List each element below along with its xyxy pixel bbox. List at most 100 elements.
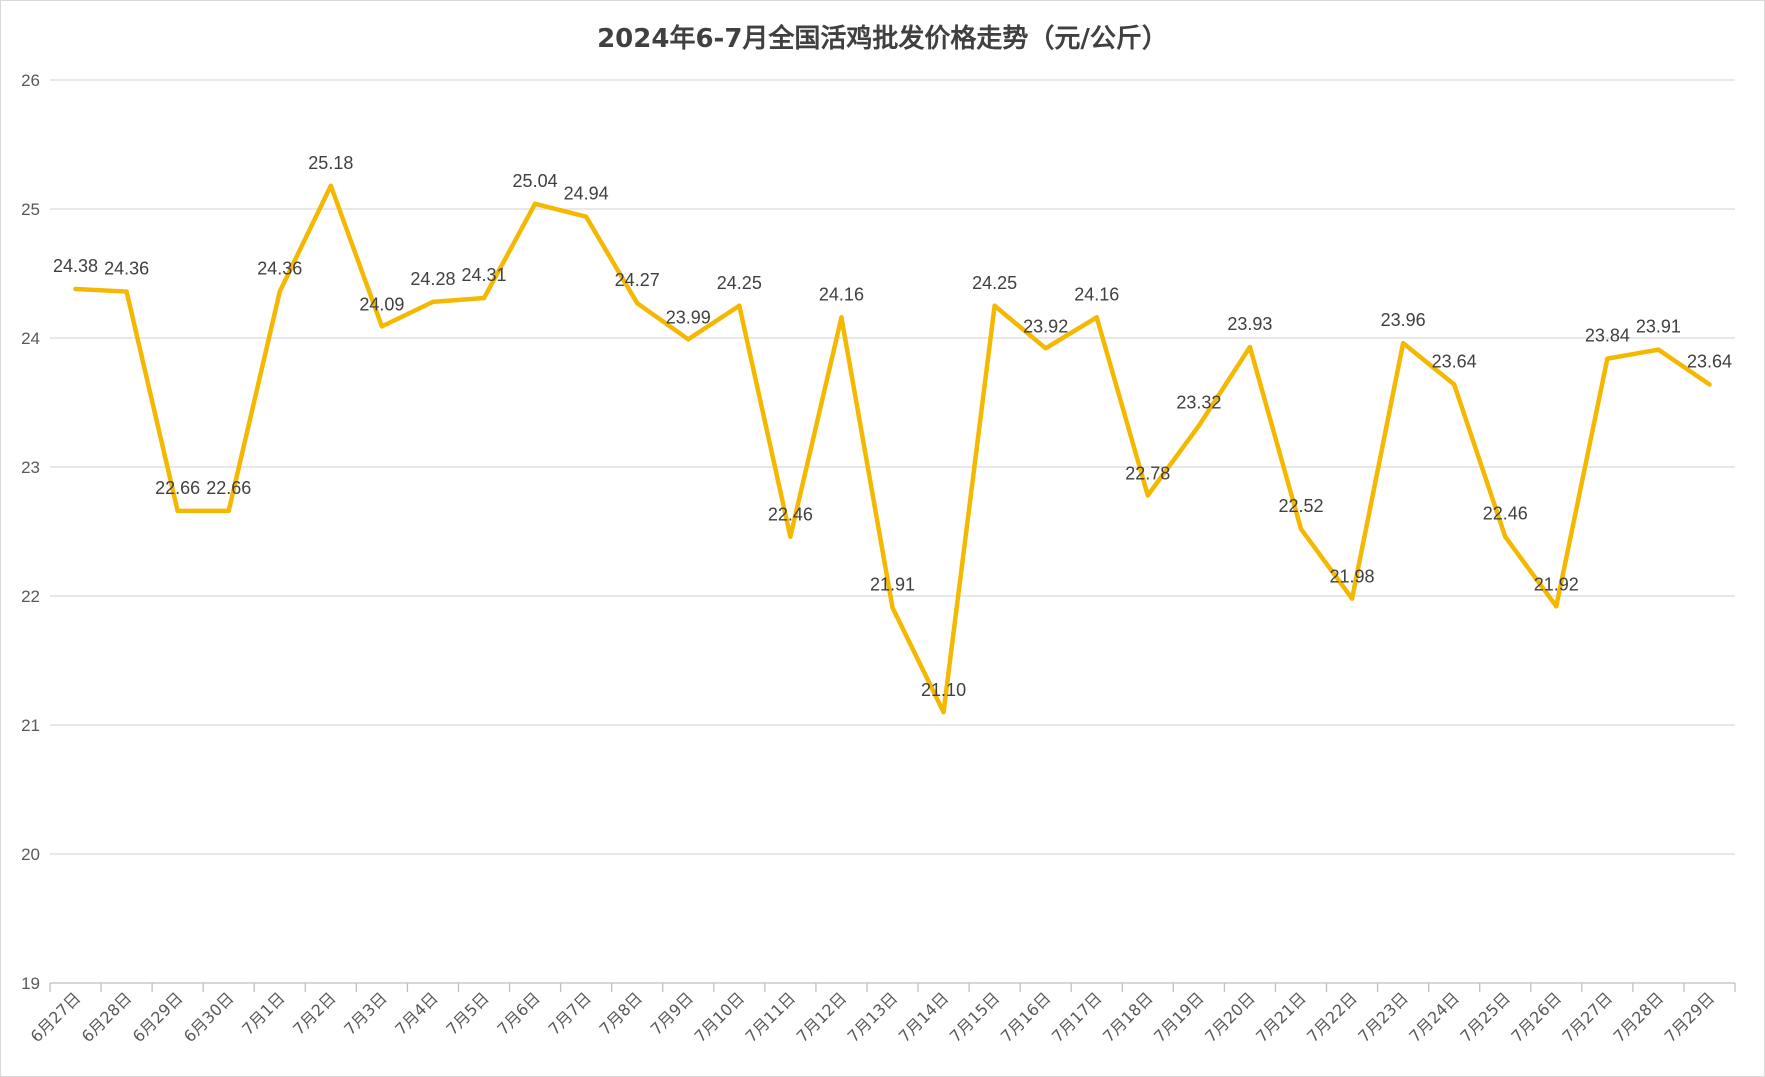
data-point bbox=[430, 299, 436, 305]
data-label: 25.18 bbox=[308, 153, 353, 173]
data-label: 21.92 bbox=[1534, 574, 1579, 594]
data-label: 23.64 bbox=[1687, 351, 1732, 371]
x-tick-label: 7月25日 bbox=[1456, 988, 1514, 1046]
data-label-layer: 24.38 24.36 22.66 22.66 24.36 25.18 24.09 24.28… bbox=[53, 153, 1732, 700]
data-label: 22.78 bbox=[1125, 463, 1170, 483]
data-point bbox=[941, 709, 946, 715]
data-point bbox=[1298, 526, 1304, 532]
data-label: 21.98 bbox=[1330, 567, 1375, 587]
data-point bbox=[277, 289, 282, 294]
data-label: 24.36 bbox=[257, 259, 302, 279]
x-tick-label: 7月7日 bbox=[544, 988, 594, 1038]
data-point bbox=[1043, 346, 1048, 351]
x-tick-label: 7月18日 bbox=[1099, 988, 1157, 1046]
x-tick-label: 6月29日 bbox=[129, 988, 187, 1046]
data-label: 22.46 bbox=[768, 505, 813, 525]
x-tick-label: 7月2日 bbox=[289, 988, 339, 1038]
x-tick-label: 7月17日 bbox=[1048, 988, 1106, 1046]
data-label: 23.64 bbox=[1432, 351, 1477, 371]
x-tick-label: 7月24日 bbox=[1405, 988, 1463, 1046]
y-tick-label: 21 bbox=[21, 716, 40, 735]
data-point bbox=[583, 214, 589, 219]
y-tick-label: 19 bbox=[21, 974, 40, 993]
data-point bbox=[686, 337, 691, 342]
data-point bbox=[73, 286, 78, 292]
y-tick-label: 24 bbox=[21, 329, 40, 348]
data-label: 23.96 bbox=[1381, 310, 1426, 330]
data-label: 23.32 bbox=[1176, 393, 1221, 413]
x-tick-label: 7月12日 bbox=[793, 988, 851, 1046]
data-point bbox=[1145, 493, 1151, 498]
data-label: 21.10 bbox=[921, 680, 966, 700]
data-label: 23.92 bbox=[1023, 316, 1068, 336]
y-tick-label: 25 bbox=[21, 200, 40, 219]
x-tick-label: 7月15日 bbox=[946, 988, 1004, 1046]
data-point bbox=[1094, 315, 1099, 320]
data-label: 22.66 bbox=[155, 478, 200, 498]
data-point bbox=[634, 300, 640, 306]
y-tick-label: 26 bbox=[21, 71, 40, 90]
data-label: 22.46 bbox=[1483, 504, 1528, 524]
data-label: 24.25 bbox=[972, 273, 1017, 293]
x-tick-label: 7月11日 bbox=[742, 988, 800, 1046]
data-point bbox=[1554, 604, 1559, 609]
data-label: 24.27 bbox=[615, 270, 660, 290]
data-label: 24.38 bbox=[53, 256, 98, 276]
data-point bbox=[1196, 423, 1202, 428]
y-tick-label: 22 bbox=[21, 587, 40, 606]
data-label: 24.31 bbox=[461, 265, 506, 285]
data-label: 24.36 bbox=[104, 259, 149, 279]
data-point bbox=[124, 289, 129, 294]
data-label: 25.04 bbox=[513, 171, 558, 191]
chart-title: 2024年6-7月全国活鸡批发价格走势（元/公斤） bbox=[597, 24, 1168, 54]
data-point bbox=[175, 508, 180, 514]
data-point bbox=[737, 303, 742, 308]
data-point bbox=[1656, 347, 1661, 352]
x-tick-label: 7月20日 bbox=[1201, 988, 1259, 1046]
data-label: 23.93 bbox=[1227, 314, 1272, 334]
data-point bbox=[226, 508, 231, 514]
x-tick-label: 7月29日 bbox=[1661, 988, 1719, 1046]
data-label: 22.52 bbox=[1278, 496, 1323, 516]
x-tick-label: 7月13日 bbox=[844, 988, 902, 1046]
data-label: 21.91 bbox=[870, 575, 915, 595]
data-point bbox=[532, 201, 538, 207]
data-point bbox=[1247, 344, 1253, 350]
data-label: 24.25 bbox=[717, 273, 762, 293]
data-label: 24.94 bbox=[564, 184, 609, 204]
data-label: 24.16 bbox=[819, 284, 864, 304]
data-point bbox=[328, 183, 334, 188]
x-tick-label: 7月3日 bbox=[340, 988, 390, 1038]
y-tick-label: 23 bbox=[21, 458, 40, 477]
x-tick-label: 7月16日 bbox=[997, 988, 1055, 1046]
data-point bbox=[1451, 382, 1457, 387]
series-line bbox=[73, 183, 1712, 715]
x-tick-label: 7月1日 bbox=[238, 988, 288, 1038]
x-tick-label: 7月6日 bbox=[493, 988, 543, 1038]
x-tick-label: 7月14日 bbox=[895, 988, 953, 1046]
x-tick-label: 7月22日 bbox=[1303, 988, 1361, 1046]
data-point bbox=[839, 315, 844, 320]
data-point bbox=[1707, 382, 1712, 387]
x-tick-label: 7月26日 bbox=[1507, 988, 1565, 1046]
x-tick-label: 7月9日 bbox=[647, 988, 697, 1038]
data-point bbox=[1503, 534, 1508, 539]
data-label: 22.66 bbox=[206, 478, 251, 498]
data-point bbox=[1605, 356, 1610, 361]
x-tick-label: 7月19日 bbox=[1150, 988, 1208, 1046]
x-tick-label: 7月23日 bbox=[1354, 988, 1412, 1046]
data-point bbox=[1349, 596, 1355, 601]
data-point bbox=[1400, 340, 1406, 346]
x-tick-label: 6月30日 bbox=[180, 988, 238, 1046]
data-point bbox=[788, 534, 793, 539]
x-tick-label: 7月28日 bbox=[1610, 988, 1668, 1046]
data-label: 24.28 bbox=[410, 269, 455, 289]
data-label: 23.99 bbox=[666, 307, 711, 327]
x-tick-label: 6月27日 bbox=[27, 988, 85, 1046]
data-label: 23.84 bbox=[1585, 326, 1630, 346]
x-tick-label: 7月10日 bbox=[690, 988, 748, 1046]
data-point bbox=[992, 303, 997, 308]
x-tick-label: 6月28日 bbox=[78, 988, 136, 1046]
